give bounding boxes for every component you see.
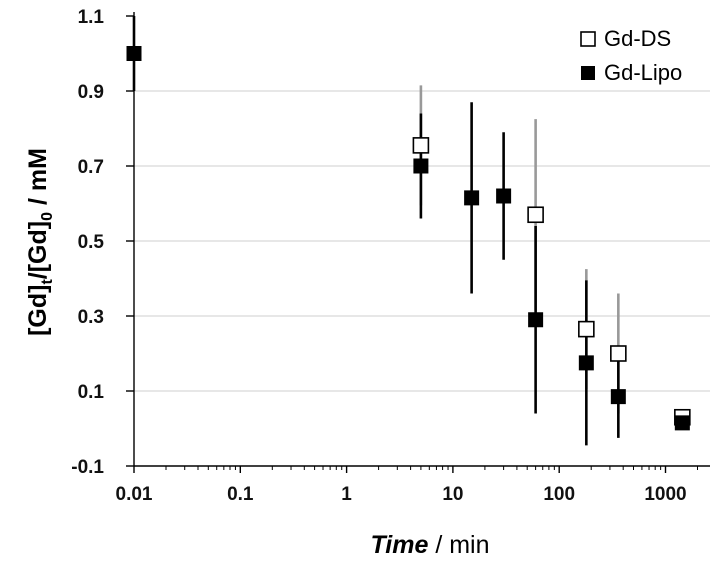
x-tick-label: 10	[442, 484, 463, 505]
data-point-gd-lipo	[496, 188, 512, 204]
legend: Gd-DS Gd-Lipo	[580, 26, 682, 85]
legend-marker-gd-lipo	[581, 66, 595, 80]
data-point-gd-lipo	[528, 312, 544, 328]
data-point-gd-lipo	[126, 46, 142, 61]
y-tick-label: 0.1	[78, 382, 105, 403]
y-tick-label: -0.1	[71, 457, 104, 478]
data-point-gd-ds	[527, 206, 544, 224]
legend-label-gd-lipo: Gd-Lipo	[604, 60, 682, 85]
y-axis-title: [Gd]t/[Gd]0 / mM	[24, 148, 56, 336]
legend-label-gd-ds: Gd-DS	[604, 26, 671, 51]
y-tick-labels: 1.1 0.9 0.7 0.5 0.3 0.1 -0.1	[71, 7, 104, 478]
x-tick-labels: 0.01 0.1 1 10 100 1000	[116, 484, 687, 505]
data-point-gd-ds	[412, 137, 430, 154]
data-point-gd-ds	[610, 345, 627, 362]
x-tick-label: 100	[543, 484, 575, 505]
x-tick-label: 1	[341, 484, 352, 505]
y-tick-label: 0.7	[78, 157, 104, 178]
x-tick-label: 0.1	[227, 484, 254, 505]
data-point-gd-lipo	[578, 355, 594, 371]
y-tick-label: 0.5	[78, 232, 105, 253]
data-point-gd-lipo	[464, 190, 480, 206]
y-tick-label: 0.3	[78, 307, 104, 328]
y-tick-label: 1.1	[78, 7, 105, 28]
y-tick-label: 0.9	[78, 82, 104, 103]
x-tick-label: 0.01	[116, 484, 153, 505]
data-markers	[126, 46, 691, 431]
data-point-gd-lipo	[413, 158, 429, 174]
legend-marker-gd-ds	[580, 31, 596, 47]
x-axis-title: Time / min	[370, 531, 489, 559]
gridlines	[134, 90, 710, 392]
data-point-gd-ds	[578, 320, 595, 338]
data-point-gd-lipo	[674, 415, 690, 431]
error-bars	[132, 16, 684, 446]
data-point-gd-lipo	[610, 389, 626, 405]
x-tick-label: 1000	[644, 484, 686, 505]
